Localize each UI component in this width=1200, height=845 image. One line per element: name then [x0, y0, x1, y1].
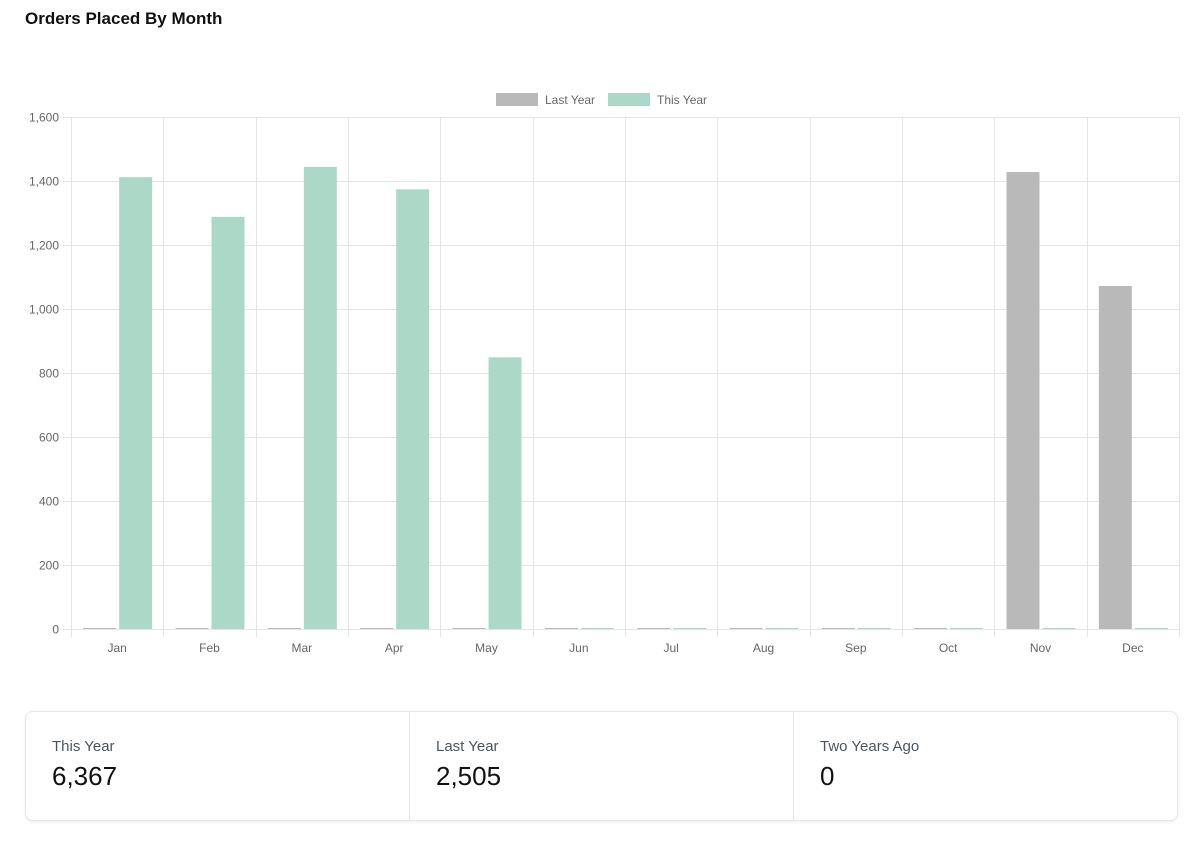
bar-last-year [360, 628, 394, 629]
bar-last-year [544, 628, 578, 629]
stat-value: 6,367 [52, 761, 118, 791]
y-tick-label: 1,000 [29, 303, 59, 317]
stat-label: Two Years Ago [820, 738, 920, 755]
bar-last-year [637, 628, 671, 629]
bar-this-year [396, 189, 430, 629]
bar-this-year [950, 628, 984, 629]
x-tick-label: Nov [1030, 641, 1051, 655]
y-tick-label: 1,200 [29, 239, 59, 253]
x-tick-label: Dec [1122, 641, 1143, 655]
x-tick-label: Jul [663, 641, 678, 655]
orders-bar-chart: 0 200 400 600 800 1,000 1,200 1,400 1,600 Jan Feb M… [29, 93, 1180, 655]
x-tick-label: Oct [939, 641, 958, 655]
stat-label: This Year [52, 738, 115, 755]
bar-this-year [857, 628, 891, 629]
bar-last-year [267, 628, 301, 629]
bar-this-year [303, 166, 337, 630]
x-tick-label: Sep [845, 641, 867, 655]
bar-last-year [821, 628, 855, 629]
bar-this-year [1042, 628, 1076, 629]
bar-last-year [914, 628, 948, 629]
y-tick-label: 400 [39, 495, 59, 509]
bar-last-year [175, 628, 209, 629]
bar-this-year [119, 177, 153, 629]
bar-this-year [1134, 628, 1168, 629]
y-tick-label: 200 [39, 559, 59, 573]
stat-label: Last Year [436, 738, 499, 755]
bar-this-year [765, 628, 799, 629]
bar-this-year [488, 357, 522, 629]
x-tick-label: Mar [291, 641, 312, 655]
x-tick-label: Apr [385, 641, 404, 655]
y-tick-label: 1,400 [29, 175, 59, 189]
y-tick-label: 1,600 [29, 111, 59, 125]
bar-this-year [211, 216, 245, 629]
x-tick-label: Feb [199, 641, 220, 655]
legend-swatch [608, 93, 650, 106]
stat-last-year: Last Year 2,505 [410, 712, 794, 820]
legend-swatch [496, 93, 538, 106]
page-title: Orders Placed By Month [25, 9, 223, 28]
y-tick-label: 600 [39, 431, 59, 445]
stat-value: 2,505 [436, 761, 502, 791]
bar-this-year [673, 628, 707, 629]
x-tick-label: May [475, 641, 498, 655]
x-tick-label: Jun [569, 641, 588, 655]
bar-last-year [1098, 285, 1132, 629]
bar-last-year [729, 628, 763, 629]
stat-value: 0 [820, 761, 835, 791]
legend-label: This Year [657, 93, 707, 107]
x-tick-label: Aug [753, 641, 774, 655]
bar-this-year [580, 628, 614, 629]
bar-last-year [1006, 172, 1040, 629]
y-tick-label: 0 [52, 623, 59, 637]
legend-label: Last Year [545, 93, 595, 107]
bar-last-year [452, 628, 486, 629]
x-tick-label: Jan [107, 641, 126, 655]
stat-this-year: This Year 6,367 [26, 712, 410, 820]
stat-two-years-ago: Two Years Ago 0 [794, 712, 1177, 820]
bar-last-year [83, 628, 117, 629]
y-tick-label: 800 [39, 367, 59, 381]
stats-summary-card: This Year 6,367 Last Year 2,505 Two Year… [25, 711, 1178, 821]
